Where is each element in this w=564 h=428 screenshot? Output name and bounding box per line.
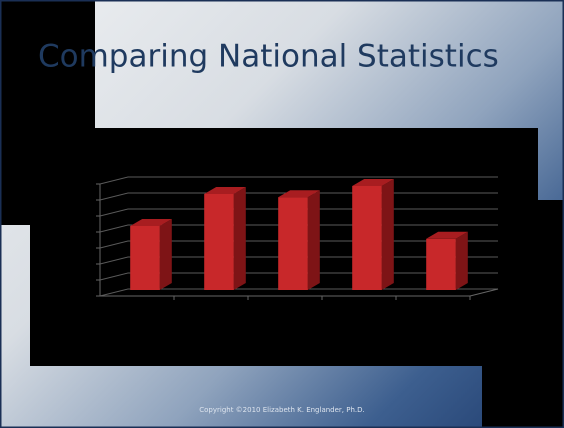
bar — [352, 179, 394, 290]
bar-top — [130, 219, 172, 226]
side-panel — [500, 200, 564, 305]
grid-line — [99, 176, 498, 185]
bar-top — [278, 190, 320, 198]
bar-front — [426, 238, 456, 290]
corner-panel-bottom — [482, 305, 564, 428]
bar-side — [233, 187, 246, 290]
floor-edge — [469, 288, 499, 297]
bar-front — [204, 194, 234, 290]
bar-front — [352, 186, 382, 290]
bar — [278, 190, 320, 290]
bar-top — [426, 231, 468, 239]
bar-side — [159, 219, 172, 290]
slide-title: Comparing National Statistics — [38, 39, 499, 75]
bar-side — [307, 190, 320, 290]
bar-top — [204, 187, 246, 194]
bar-side — [455, 231, 468, 290]
footer: Copyright ©2010 Elizabeth K. Englander, … — [199, 406, 365, 414]
bar-top — [352, 179, 394, 186]
chart — [96, 176, 499, 300]
bar — [130, 219, 172, 290]
bar-front — [130, 226, 160, 290]
bar-side — [381, 179, 394, 290]
bar — [426, 231, 468, 290]
bar-front — [278, 197, 308, 290]
bar — [204, 187, 246, 290]
